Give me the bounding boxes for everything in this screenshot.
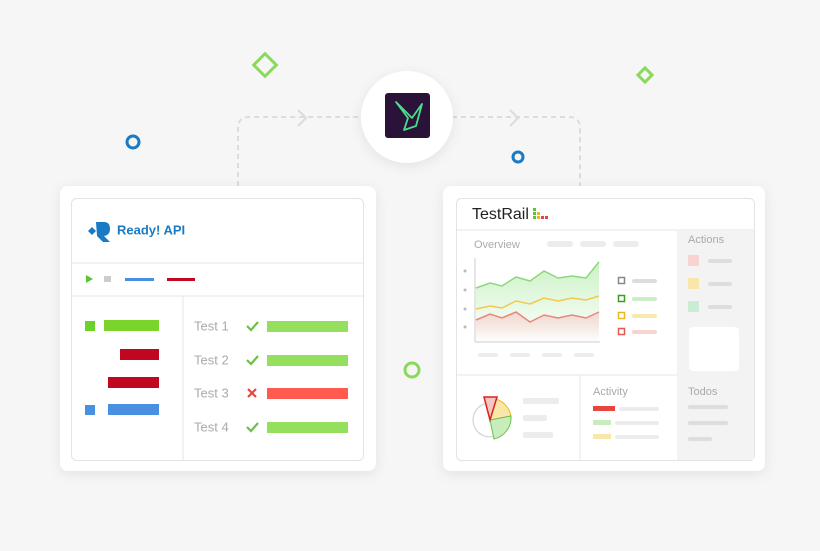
- area: [476, 312, 599, 342]
- test-label: Test 2: [194, 352, 229, 367]
- line: [475, 311, 600, 323]
- pass-icon: [246, 355, 259, 366]
- fail-icon: [247, 388, 257, 398]
- test-list: Test 1 Test 2 Test 3 Test 4: [194, 318, 348, 434]
- result-bar: [267, 388, 348, 399]
- result-bar: [267, 321, 348, 332]
- line: [475, 261, 600, 289]
- pass-icon: [246, 422, 259, 433]
- legend: [617, 276, 657, 336]
- ring: [125, 134, 141, 150]
- tabs: [547, 241, 639, 247]
- app-logo: [385, 93, 430, 138]
- x-labels: [478, 353, 594, 357]
- diamond: [635, 65, 655, 85]
- test-label: Test 1: [194, 318, 229, 333]
- toolbar-line: [167, 278, 195, 281]
- section-title: Activity: [593, 386, 628, 398]
- readyapi-logo: [88, 222, 110, 242]
- logo-text: TestRail: [472, 206, 529, 223]
- toolbar-line: [125, 278, 154, 281]
- logo-bird: [395, 101, 423, 131]
- stop-icon: [104, 276, 111, 282]
- section-title: Overview: [474, 239, 520, 251]
- testrail-logo-blocks: [533, 208, 548, 219]
- activity-rows: [593, 406, 659, 439]
- todo-rows: [688, 405, 728, 441]
- diamond: [251, 51, 279, 79]
- result-bar: [267, 355, 348, 366]
- pie: [472, 396, 512, 440]
- test-label: Test 4: [194, 419, 229, 434]
- result-bar: [267, 422, 348, 433]
- pass-icon: [246, 321, 259, 332]
- section-title: Todos: [688, 386, 718, 398]
- play-icon: [86, 275, 93, 283]
- step-bars: [85, 320, 159, 415]
- arrow: [509, 109, 520, 127]
- ring: [403, 361, 421, 379]
- action-rows: [688, 255, 739, 371]
- arrow: [297, 109, 308, 127]
- connector: [237, 116, 581, 186]
- pie-labels: [523, 398, 559, 438]
- logo-text: Ready! API: [117, 222, 185, 237]
- test-label: Test 3: [194, 385, 229, 400]
- line: [475, 295, 600, 310]
- ring: [511, 150, 525, 164]
- section-title: Actions: [688, 234, 725, 246]
- axis-dots: [463, 269, 467, 329]
